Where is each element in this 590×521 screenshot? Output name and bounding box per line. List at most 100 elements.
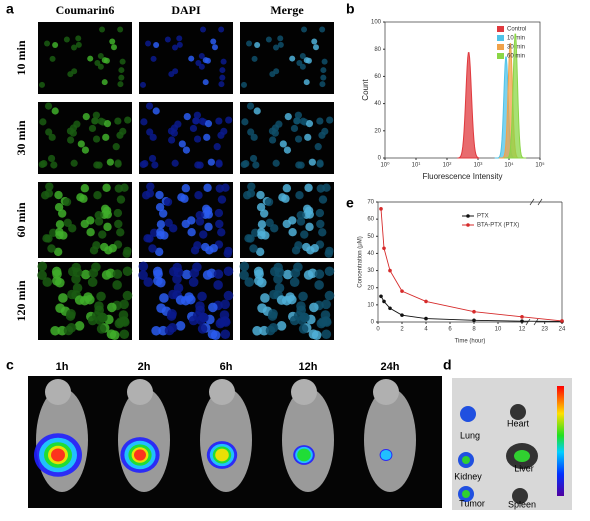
- cell: [63, 218, 72, 228]
- cell: [172, 44, 179, 51]
- cell: [181, 269, 192, 280]
- cell: [246, 102, 255, 110]
- cell: [320, 67, 327, 74]
- cell: [168, 289, 178, 300]
- tick-label: 40: [374, 101, 381, 107]
- cell: [37, 270, 47, 281]
- cell: [75, 41, 82, 48]
- cell: [296, 210, 305, 220]
- cell: [107, 302, 117, 313]
- cell: [246, 40, 253, 47]
- row-label: 120 min: [14, 280, 28, 321]
- cell: [269, 136, 277, 144]
- cell: [282, 269, 293, 280]
- point: [424, 299, 428, 304]
- cell: [194, 161, 202, 169]
- cell: [102, 206, 112, 215]
- cell: [285, 292, 295, 302]
- cell: [278, 193, 287, 202]
- cell: [220, 58, 227, 65]
- cell: [143, 277, 154, 287]
- cell: [241, 118, 249, 126]
- cell: [319, 81, 326, 88]
- cell: [187, 216, 196, 225]
- cell: [57, 209, 67, 218]
- cell: [87, 55, 94, 62]
- line: [380, 208, 563, 322]
- tick-label: 4: [424, 327, 428, 333]
- cell: [223, 249, 232, 258]
- cell: [274, 283, 285, 293]
- cell: [272, 159, 280, 167]
- row-label: 10 min: [14, 40, 28, 75]
- cell: [93, 191, 102, 200]
- organ: [510, 404, 526, 420]
- cell: [257, 227, 266, 237]
- cell: [188, 55, 195, 62]
- cell: [189, 124, 198, 133]
- cell: [51, 107, 59, 115]
- cell: [210, 330, 221, 340]
- cell: [296, 217, 306, 226]
- cell: [304, 206, 314, 215]
- cell: [309, 302, 319, 313]
- cell: [112, 143, 120, 151]
- cell: [218, 81, 225, 88]
- cell: [203, 206, 213, 215]
- cell: [252, 161, 260, 169]
- cell: [146, 128, 154, 136]
- tick-label: 30: [367, 268, 374, 274]
- cell: [145, 189, 155, 198]
- cell: [173, 283, 184, 293]
- time-label: 24h: [381, 361, 400, 373]
- cell: [140, 81, 147, 88]
- tick-label: 6: [448, 327, 452, 333]
- cell: [195, 210, 204, 220]
- cell: [82, 112, 90, 121]
- legend-marker: [466, 214, 470, 218]
- cell: [197, 324, 208, 334]
- cell: [178, 140, 186, 148]
- tick-label: 80: [374, 47, 381, 53]
- point: [400, 313, 404, 317]
- cell: [247, 128, 255, 136]
- cell: [39, 81, 46, 88]
- cell: [45, 182, 54, 191]
- cell: [316, 160, 324, 168]
- cell: [193, 111, 201, 119]
- tick-label: 10⁵: [535, 162, 545, 169]
- cell: [175, 321, 186, 331]
- panel-label: e: [346, 195, 354, 211]
- cell: [188, 315, 199, 326]
- cell: [122, 249, 131, 258]
- cell: [88, 124, 97, 133]
- cell: [225, 116, 233, 124]
- cell: [284, 112, 292, 121]
- cell: [113, 208, 123, 218]
- cell: [217, 195, 227, 204]
- cell: [198, 52, 205, 59]
- cell: [154, 247, 164, 257]
- cell: [106, 158, 114, 166]
- cell: [289, 55, 296, 62]
- signal: [134, 449, 146, 461]
- organ-label: Heart: [507, 418, 530, 428]
- axis-break: [537, 198, 543, 206]
- cell: [273, 44, 280, 51]
- cell: [101, 270, 112, 280]
- cell: [77, 140, 85, 148]
- cell: [50, 325, 60, 336]
- cell: [172, 274, 182, 284]
- cell: [295, 191, 304, 200]
- cell: [67, 136, 75, 144]
- cell: [189, 268, 200, 278]
- cell: [102, 133, 110, 141]
- cell: [159, 293, 169, 303]
- cell: [290, 268, 301, 278]
- tick-label: 60: [374, 74, 381, 80]
- cell: [72, 283, 83, 293]
- cell: [303, 270, 314, 280]
- cell: [208, 302, 218, 313]
- cell: [182, 146, 191, 154]
- cell: [324, 266, 335, 277]
